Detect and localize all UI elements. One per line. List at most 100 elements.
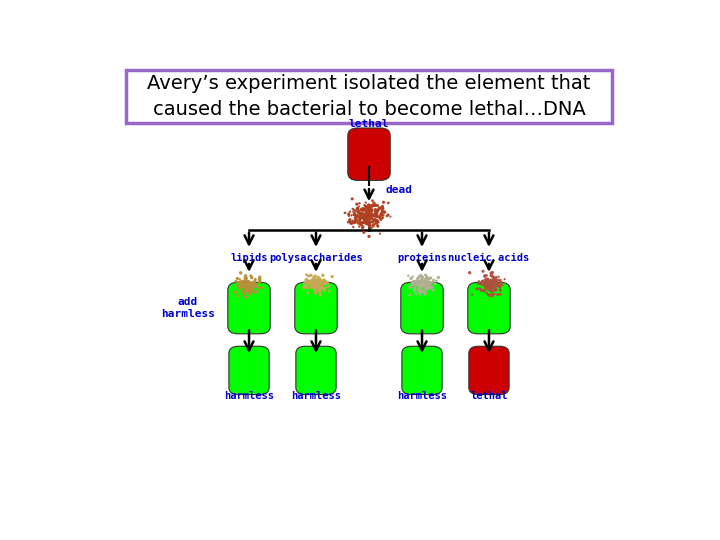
FancyBboxPatch shape [401,282,444,334]
Point [413,284,424,293]
Point [243,289,254,298]
Point [312,273,324,281]
Point [486,280,498,288]
Point [364,215,375,224]
FancyBboxPatch shape [126,70,612,123]
Point [428,276,439,285]
Point [378,198,390,207]
Point [361,210,373,218]
Point [344,217,356,226]
Point [487,280,499,288]
Point [369,220,380,228]
Point [240,278,252,287]
Point [305,279,316,288]
Point [307,281,319,289]
Point [358,213,369,222]
Point [477,280,489,288]
Point [419,275,431,284]
Point [418,281,429,290]
Point [482,285,494,294]
Point [402,272,414,280]
Point [481,281,492,289]
Point [481,271,492,280]
Point [487,279,499,287]
Point [310,289,321,298]
Point [487,274,499,282]
Point [369,216,381,225]
Point [299,280,310,289]
Point [421,282,433,291]
Point [420,280,432,288]
Point [479,279,490,288]
Point [364,212,376,221]
Point [419,278,431,287]
Point [241,278,253,287]
Point [420,280,432,288]
Point [357,223,369,232]
Point [312,276,324,285]
Point [241,279,253,287]
Point [489,276,500,285]
Point [254,273,266,281]
Point [478,287,490,295]
Point [364,213,376,222]
Point [357,224,369,232]
Point [237,292,248,300]
Point [421,281,433,290]
Point [240,278,252,287]
Point [316,284,328,292]
Point [423,280,435,289]
Point [247,280,258,288]
Point [358,222,369,231]
Point [417,279,428,287]
Point [420,271,431,279]
Point [374,203,385,212]
Point [360,198,372,207]
Point [407,281,418,289]
Point [414,282,426,291]
Point [477,279,489,287]
Point [477,279,488,288]
Point [306,279,318,287]
Point [360,217,372,225]
Point [406,280,418,288]
Point [372,221,383,230]
Point [312,276,323,285]
Point [364,216,375,225]
Point [242,278,253,287]
Point [361,216,373,225]
Point [354,210,366,218]
Point [361,220,372,228]
Point [482,281,493,290]
Point [358,213,369,222]
Point [413,284,425,293]
Point [246,281,258,290]
Point [358,212,369,221]
Point [351,204,363,213]
Point [353,218,364,227]
Text: harmless: harmless [224,391,274,401]
Point [489,274,500,283]
Point [480,278,492,286]
Point [314,275,325,284]
Point [248,282,259,291]
Point [235,285,246,293]
Point [310,284,322,292]
Point [351,200,363,208]
Point [319,287,330,295]
Point [312,278,324,286]
Text: harmless: harmless [291,391,341,401]
Point [302,272,314,280]
Point [423,282,434,291]
Point [474,280,485,288]
Point [248,280,260,289]
Point [300,276,312,285]
Point [354,217,365,226]
Point [421,285,433,294]
Point [235,280,246,288]
Point [362,220,374,228]
Point [414,283,426,292]
Point [370,210,382,218]
Point [305,283,317,292]
Point [343,210,354,218]
